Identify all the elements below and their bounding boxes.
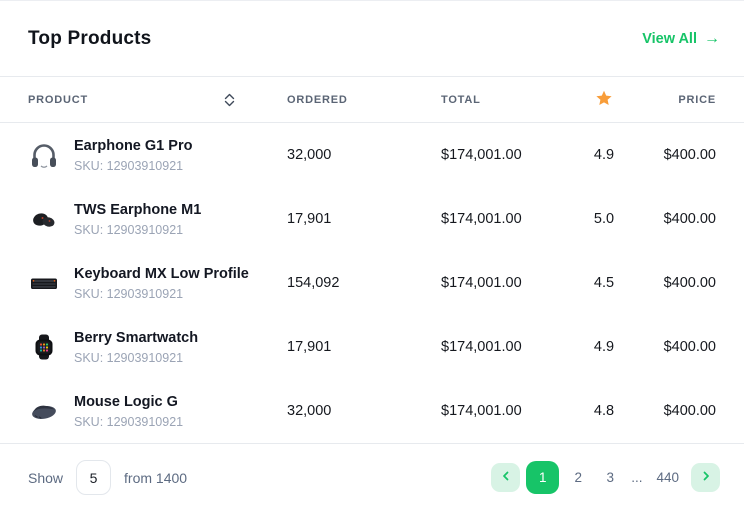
product-name: Keyboard MX Low Profile	[74, 266, 249, 283]
total-value: $174,001.00	[441, 339, 522, 355]
column-header-total: TOTAL	[441, 93, 481, 106]
product-name: Mouse Logic G	[74, 394, 178, 411]
product-image-smartwatch-icon	[28, 331, 60, 363]
product-text: Earphone G1 Pro SKU: 12903910921	[74, 137, 192, 172]
table-row: Keyboard MX Low Profile SKU: 12903910921…	[0, 251, 744, 315]
product-cell: TWS Earphone M1 SKU: 12903910921	[28, 201, 287, 237]
total-value: $174,001.00	[441, 147, 522, 163]
table-footer: Show 5 from 1400 1 2 3 ... 440	[0, 443, 744, 511]
column-header-price: PRICE	[678, 93, 716, 106]
ordered-value: 17,901	[287, 339, 332, 355]
chevron-left-icon	[500, 470, 512, 485]
table-row: Berry Smartwatch SKU: 12903910921 17,901…	[0, 315, 744, 379]
rating-value: 4.5	[593, 275, 615, 291]
table-row: Mouse Logic G SKU: 12903910921 32,000 $1…	[0, 379, 744, 443]
product-text: Keyboard MX Low Profile SKU: 12903910921	[74, 265, 249, 300]
page-title: Top Products	[28, 27, 152, 49]
rating-value: 4.9	[593, 339, 615, 355]
total-value: $174,001.00	[441, 211, 522, 227]
pagination-ellipsis: ...	[631, 470, 643, 485]
product-text: Mouse Logic G SKU: 12903910921	[74, 393, 183, 428]
product-sku: SKU: 12903910921	[74, 158, 184, 173]
view-all-link[interactable]: View All →	[642, 29, 720, 47]
total-value: $174,001.00	[441, 275, 522, 291]
product-image-earbuds-icon	[28, 203, 60, 235]
next-page-button[interactable]	[691, 463, 720, 492]
product-name: Earphone G1 Pro	[74, 138, 193, 155]
price-value: $400.00	[663, 275, 716, 291]
product-text: TWS Earphone M1 SKU: 12903910921	[74, 201, 201, 236]
page-size-select[interactable]: 5	[76, 460, 112, 495]
table-row: Earphone G1 Pro SKU: 12903910921 32,000 …	[0, 123, 744, 187]
product-sku: SKU: 12903910921	[74, 222, 184, 237]
rating-value: 5.0	[593, 211, 615, 227]
column-header-ordered: ORDERED	[287, 93, 348, 106]
ordered-value: 32,000	[287, 403, 332, 419]
price-value: $400.00	[663, 147, 716, 163]
column-header-rating	[569, 90, 639, 110]
page-button-440[interactable]: 440	[650, 461, 685, 494]
product-image-mouse-icon	[28, 395, 60, 427]
arrow-right-icon: →	[704, 29, 720, 47]
view-all-label: View All	[642, 30, 697, 47]
rating-value: 4.8	[593, 403, 615, 419]
page-button-2[interactable]: 2	[565, 461, 591, 494]
product-cell: Keyboard MX Low Profile SKU: 12903910921	[28, 265, 287, 301]
column-label-product: PRODUCT	[28, 93, 88, 106]
product-image-keyboard-icon	[28, 267, 60, 299]
product-image-headphones-icon	[28, 139, 60, 171]
ordered-value: 17,901	[287, 211, 332, 227]
product-text: Berry Smartwatch SKU: 12903910921	[74, 329, 198, 364]
price-value: $400.00	[663, 403, 716, 419]
product-sku: SKU: 12903910921	[74, 350, 184, 365]
page-size-control: Show 5 from 1400	[28, 460, 187, 495]
card-header: Top Products View All →	[0, 1, 744, 76]
product-cell: Mouse Logic G SKU: 12903910921	[28, 393, 287, 429]
column-header-product: PRODUCT	[28, 93, 287, 106]
product-cell: Earphone G1 Pro SKU: 12903910921	[28, 137, 287, 173]
from-label: from 1400	[124, 469, 188, 486]
price-value: $400.00	[663, 211, 716, 227]
product-sku: SKU: 12903910921	[74, 414, 184, 429]
product-cell: Berry Smartwatch SKU: 12903910921	[28, 329, 287, 365]
product-name: TWS Earphone M1	[74, 202, 202, 219]
table-row: TWS Earphone M1 SKU: 12903910921 17,901 …	[0, 187, 744, 251]
product-name: Berry Smartwatch	[74, 330, 199, 347]
rating-value: 4.9	[593, 147, 615, 163]
page-button-1[interactable]: 1	[526, 461, 560, 494]
product-sku: SKU: 12903910921	[74, 286, 184, 301]
table-header-row: PRODUCT ORDERED TOTAL PRICE	[0, 76, 744, 123]
pagination: 1 2 3 ... 440	[491, 461, 720, 494]
star-icon	[595, 90, 613, 110]
ordered-value: 32,000	[287, 147, 332, 163]
prev-page-button[interactable]	[491, 463, 521, 492]
page-button-3[interactable]: 3	[597, 461, 623, 494]
price-value: $400.00	[663, 339, 716, 355]
chevron-right-icon	[700, 470, 712, 485]
show-label: Show	[28, 469, 64, 486]
total-value: $174,001.00	[441, 403, 522, 419]
sort-chevrons-icon[interactable]	[224, 93, 235, 106]
ordered-value: 154,092	[287, 275, 340, 291]
table-body: Earphone G1 Pro SKU: 12903910921 32,000 …	[0, 123, 744, 443]
